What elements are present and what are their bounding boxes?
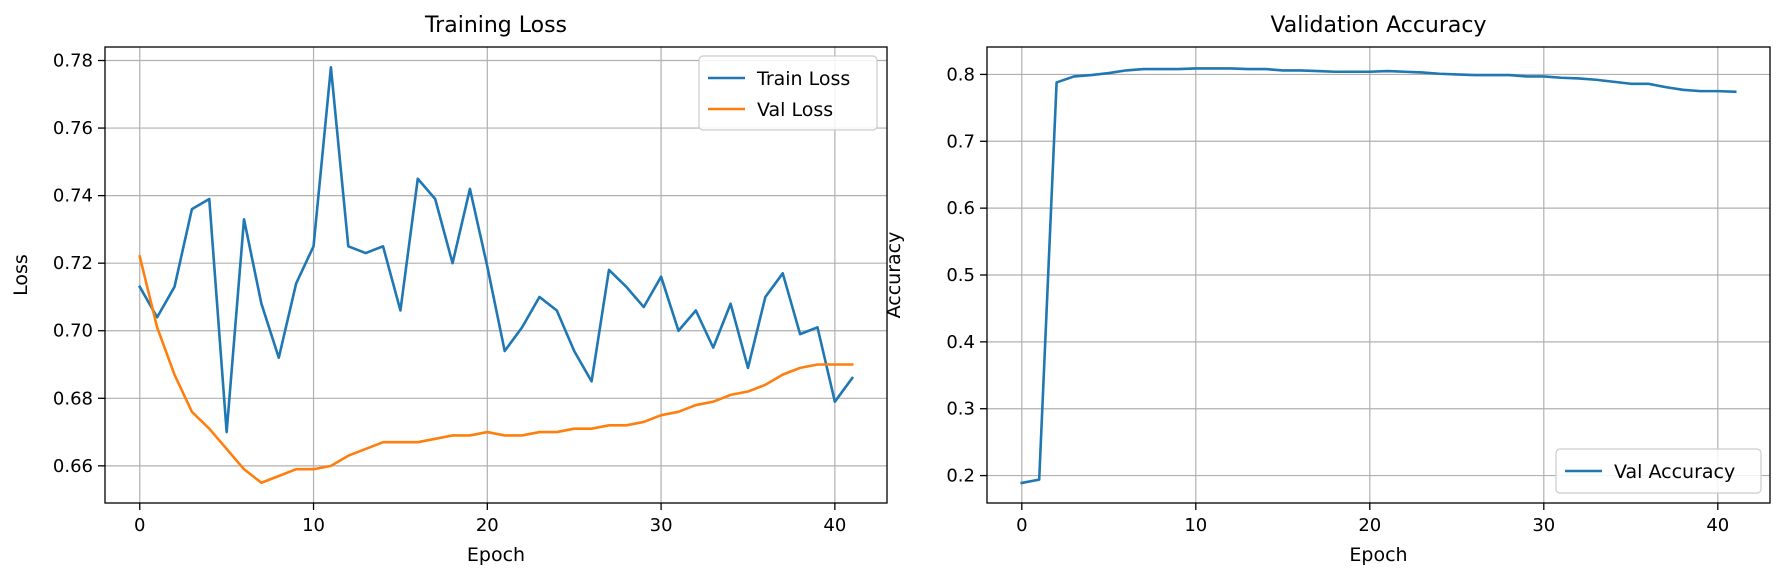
loss-legend-box [698, 55, 878, 131]
loss-grid [105, 47, 887, 503]
loss-y-tick-label: 0.76 [53, 118, 93, 139]
loss-chart-title: Training Loss [424, 13, 567, 38]
accuracy-legend-box [1555, 448, 1762, 494]
accuracy-x-tick-label: 40 [1706, 515, 1729, 536]
accuracy-y-tick-label: 0.2 [946, 466, 975, 487]
accuracy-legend-label: Val Accuracy [1614, 461, 1735, 483]
loss-y-tick-label: 0.72 [53, 253, 93, 274]
accuracy-legend: Val Accuracy [1555, 448, 1762, 494]
loss-y-tick-label: 0.70 [53, 321, 93, 342]
loss-chart: 0 10 20 30 40 0.66 0.68 0.70 0.72 0.74 0.76 0.78 Tra… [10, 13, 888, 566]
accuracy-x-tick-label: 0 [1016, 515, 1027, 536]
accuracy-chart: 0 10 20 30 40 0.2 0.3 0.4 0.5 0.6 0.7 0.8 Validation… [883, 13, 1771, 566]
accuracy-series-line-val-accuracy [1020, 67, 1737, 485]
accuracy-y-tick-label: 0.4 [946, 332, 975, 353]
loss-y-tick-label: 0.78 [53, 51, 93, 72]
loss-legend-label: Val Loss [757, 99, 833, 121]
loss-x-tick-label: 0 [134, 515, 145, 536]
loss-x-axis-label: Epoch [467, 544, 525, 566]
loss-plot-frame [104, 46, 888, 504]
accuracy-x-tick-label: 30 [1532, 515, 1555, 536]
accuracy-y-tick-label: 0.3 [946, 399, 975, 420]
accuracy-y-tick-label: 0.7 [946, 131, 975, 152]
accuracy-y-tick-label: 0.8 [946, 64, 975, 85]
accuracy-y-axis-label: Accuracy [883, 232, 905, 319]
accuracy-grid [987, 47, 1770, 503]
loss-y-tick-label: 0.66 [53, 456, 93, 477]
accuracy-x-tick-label: 20 [1358, 515, 1381, 536]
accuracy-chart-title: Validation Accuracy [1270, 13, 1486, 38]
loss-legend: Train Loss Val Loss [698, 55, 878, 131]
loss-x-tick-label: 30 [650, 515, 673, 536]
accuracy-x-tick-label: 10 [1184, 515, 1207, 536]
loss-y-axis-label: Loss [10, 254, 32, 296]
loss-legend-label: Train Loss [756, 68, 850, 90]
accuracy-x-axis-label: Epoch [1349, 544, 1407, 566]
loss-y-tick-label: 0.68 [53, 388, 93, 409]
accuracy-y-tick-label: 0.6 [946, 198, 975, 219]
loss-x-tick-label: 20 [476, 515, 499, 536]
accuracy-y-tick-label: 0.5 [946, 265, 975, 286]
loss-series-line-val-loss [138, 254, 854, 485]
loss-series-line-train-loss [137, 65, 855, 434]
loss-x-tick-label: 10 [302, 515, 325, 536]
loss-x-tick-label: 40 [823, 515, 846, 536]
loss-y-tick-label: 0.74 [53, 186, 93, 207]
